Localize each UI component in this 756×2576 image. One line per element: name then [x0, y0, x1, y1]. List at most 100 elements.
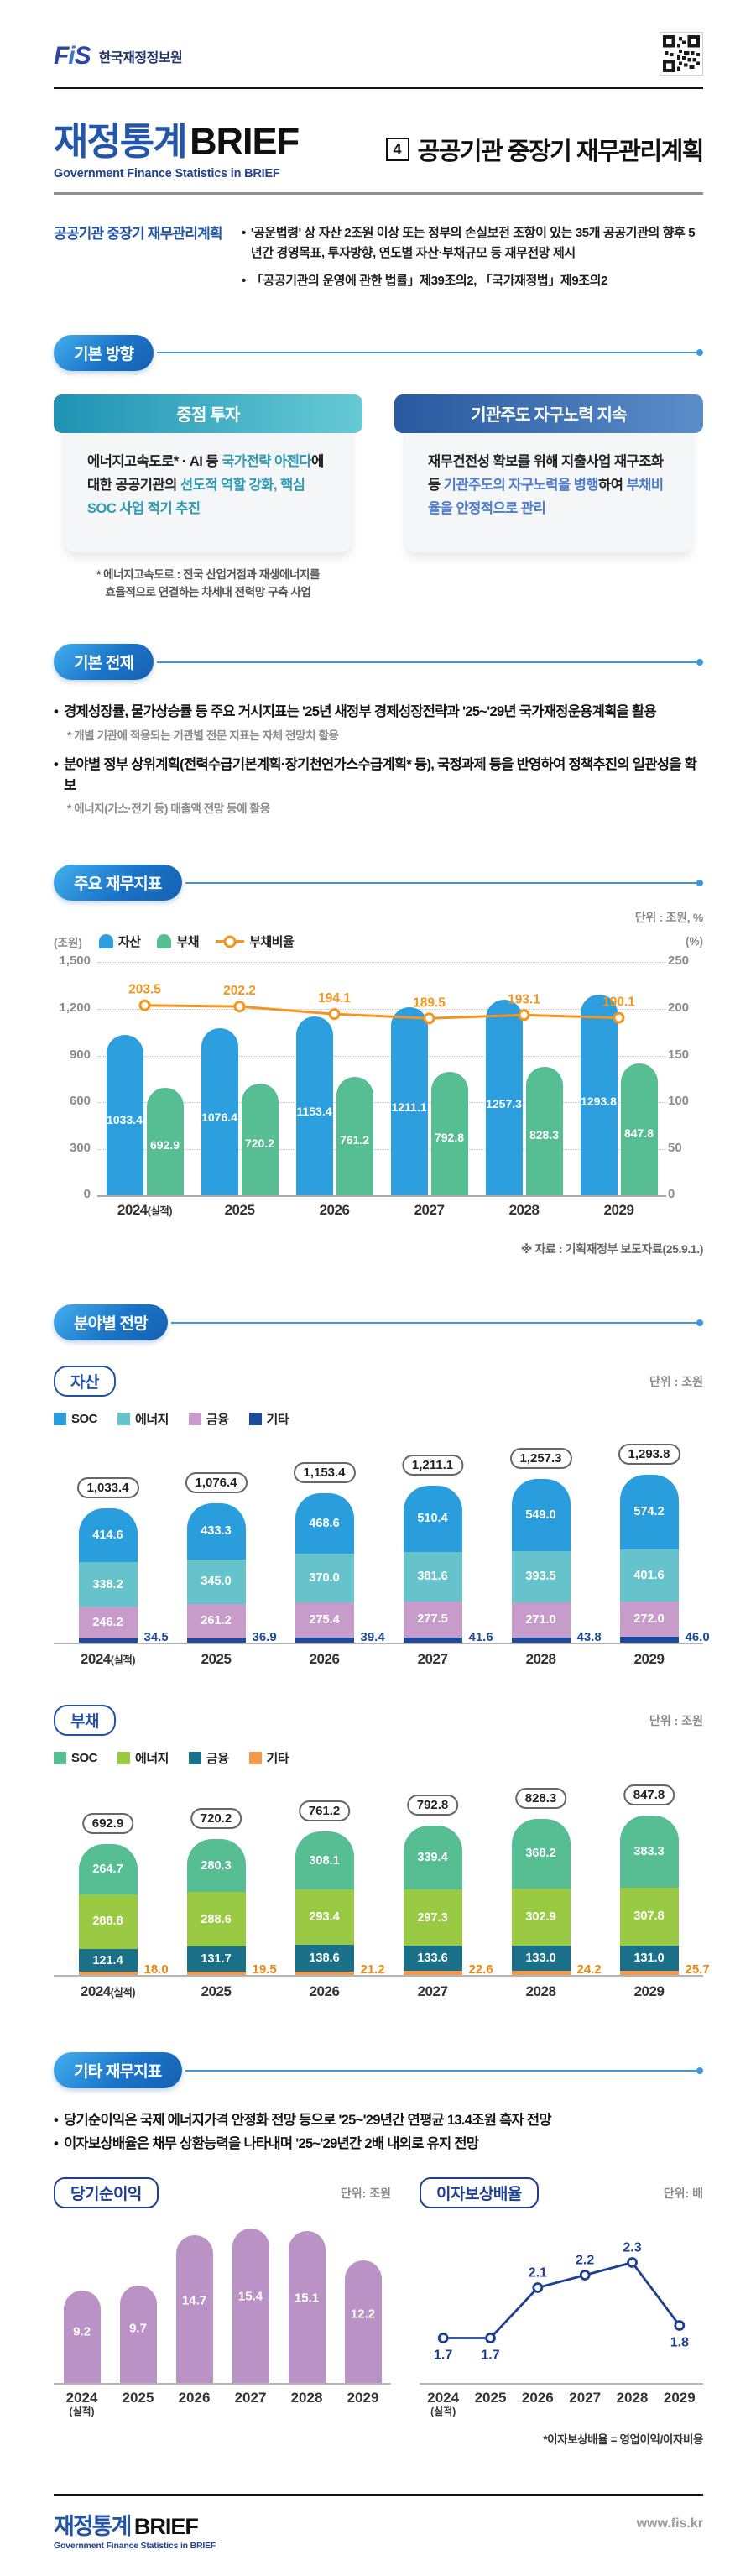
section-basic-premise: 기본 전제 — [54, 644, 703, 681]
segment-기타: 18.0 — [78, 1962, 169, 1977]
x-label: 2024(실적) — [80, 1983, 136, 2000]
assets-tag: 자산 — [54, 1366, 116, 1398]
segment-금융: 131.7 — [186, 1946, 246, 1972]
segment-SOC: 433.3 — [186, 1502, 246, 1560]
assets-chart-x-labels: 2024(실적) 2025 2026 2027 2028 2029 — [54, 1651, 703, 1668]
gridline — [97, 1148, 666, 1150]
segment-side-value: 22.6 — [468, 1962, 493, 1978]
x-label: 2028 — [525, 1651, 556, 1668]
bar-column: 14.7 — [166, 2235, 222, 2384]
bar-value: 1153.4 — [296, 1104, 332, 1118]
x-label: 2025 — [201, 1983, 232, 2000]
total-capsule: 761.2 — [298, 1800, 351, 1822]
segment-기타: 39.4 — [295, 1630, 385, 1644]
bar-net-income: 15.4 — [232, 2228, 269, 2384]
segment-금융: 138.6 — [295, 1945, 354, 1972]
segment-에너지: 307.8 — [619, 1887, 679, 1946]
bullet-item: 당기순이익은 국제 에너지가격 안정화 전망 등으로 '25~'29년간 연평균… — [54, 2108, 703, 2132]
bar-자산: 1076.4 — [201, 1027, 238, 1196]
legend-swatch — [188, 1752, 201, 1765]
gridline — [97, 1102, 666, 1104]
interest-coverage-tag: 이자보상배율 — [420, 2177, 539, 2209]
legend-swatch — [117, 1413, 131, 1426]
bar-자산: 1293.8 — [580, 994, 618, 1196]
stack: 383.3 307.8 131.0 25.7 — [619, 1815, 710, 1977]
section-line — [157, 661, 703, 663]
x-label: 2025 — [122, 2390, 154, 2406]
x-label: 2024(실적) — [427, 2390, 460, 2417]
y-tick-right: 50 — [668, 1140, 682, 1155]
bar-column: 15.1 — [279, 2231, 335, 2384]
legend-자산: 자산 — [98, 933, 141, 950]
stack: 368.2 302.9 133.0 24.2 — [511, 1818, 602, 1977]
bar-net-income: 9.2 — [63, 2291, 101, 2384]
gridline — [97, 962, 666, 964]
bar-column: 9.2 — [54, 2291, 110, 2384]
segment-에너지: 381.6 — [403, 1551, 462, 1602]
y-tick-right: 200 — [668, 1000, 690, 1015]
bar-column: 15.4 — [222, 2228, 279, 2384]
premise-item: 분야별 정부 상위계획(전력수급기본계획·장기천연가스수급계획* 등), 국정과… — [54, 755, 703, 817]
segment-기타: 41.6 — [403, 1630, 493, 1644]
bar-부채: 828.3 — [525, 1066, 563, 1196]
segment-에너지: 401.6 — [619, 1549, 679, 1602]
segment-value: 307.8 — [633, 1910, 665, 1924]
legend-label: 에너지 — [135, 1413, 169, 1428]
legend-label: SOC — [71, 1751, 98, 1766]
segment-에너지: 293.4 — [295, 1889, 354, 1946]
segment-side-value: 46.0 — [685, 1630, 710, 1645]
x-label: 2026 — [309, 1651, 340, 1668]
brand-subtitle: Government Finance Statistics in BRIEF — [54, 167, 280, 180]
section-title-pill: 기본 방향 — [54, 334, 154, 371]
card-body: 재무건전성 확보를 위해 지출사업 재구조화 등 기관주도의 자구노력을 병행하… — [406, 426, 691, 552]
issue-number: 4 — [385, 138, 409, 161]
segment-value: 401.6 — [633, 1568, 665, 1582]
svg-text:1.7: 1.7 — [434, 2349, 452, 2363]
bar-value: 847.8 — [623, 1126, 654, 1141]
fis-logo: FiS 한국재정정보원 — [54, 44, 183, 69]
segment-value: 339.4 — [417, 1851, 448, 1865]
org-name: 한국재정정보원 — [98, 51, 183, 65]
stack-column: 433.3 345.0 261.2 36.9 1,076.4 — [162, 1433, 277, 1644]
unit-label: 단위 : 조원, % — [634, 911, 704, 925]
x-label: 2026 — [309, 1983, 340, 2000]
bar-value: 828.3 — [529, 1128, 560, 1142]
segment-value: 308.1 — [309, 1853, 340, 1868]
main-chart-x-labels: 2024(실적) 2025 2026 2027 2028 2029 — [97, 1202, 666, 1219]
card-focus-investment: 중점 투자 에너지고속도로* · AI 등 국가전략 아젠다에 대한 공공기관의… — [54, 394, 362, 602]
segment-value: 393.5 — [525, 1570, 556, 1584]
footer-url[interactable]: www.fis.kr — [636, 2516, 703, 2531]
legend-label: 기타 — [266, 1413, 289, 1428]
legend-swatch — [188, 1413, 201, 1426]
legend-label: SOC — [71, 1412, 98, 1427]
y-tick-right: 100 — [668, 1094, 690, 1109]
legend-SOC: SOC — [54, 1410, 98, 1428]
section-key-indicators: 주요 재무지표 — [54, 865, 703, 901]
legend-에너지: 에너지 — [117, 1410, 169, 1428]
premise-note: * 개별 기관에 적용되는 기관별 전문 지표는 자체 전망치 활용 — [67, 729, 339, 742]
svg-text:1.8: 1.8 — [670, 2336, 689, 2350]
segment-기타: 46.0 — [619, 1630, 710, 1644]
x-label: 2029 — [663, 2390, 696, 2406]
x-label: 2029 — [603, 1202, 634, 1219]
x-label: 2027 — [417, 1983, 448, 2000]
segment-value: 288.8 — [92, 1915, 123, 1929]
y-tick-left: 900 — [69, 1047, 91, 1062]
legend-부채: 부채 — [157, 933, 200, 950]
legend-swatch — [117, 1752, 131, 1765]
x-label: 2024(실적) — [80, 1651, 136, 1668]
bar-자산: 1033.4 — [106, 1034, 143, 1196]
bar-column: 9.7 — [110, 2286, 166, 2384]
bar-value: 15.4 — [237, 2289, 263, 2304]
total-capsule: 1,076.4 — [185, 1471, 248, 1493]
segment-side-value: 21.2 — [360, 1962, 385, 1978]
stack: 510.4 381.6 277.5 41.6 — [403, 1485, 493, 1644]
brand-en: BRIEF — [190, 120, 300, 163]
bar-group: 1153.4 761.2 — [287, 962, 382, 1196]
segment-side-value: 39.4 — [360, 1630, 385, 1645]
svg-text:1.7: 1.7 — [481, 2349, 499, 2363]
segment-SOC: 468.6 — [295, 1492, 354, 1554]
segment-기타: 22.6 — [403, 1962, 493, 1977]
segment-value: 280.3 — [201, 1858, 232, 1873]
segment-value: 574.2 — [633, 1505, 665, 1519]
